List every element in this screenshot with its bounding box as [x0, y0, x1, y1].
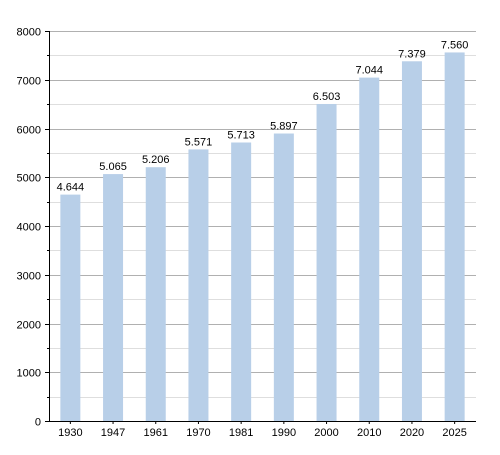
- y-tick-label: 8000: [17, 27, 41, 39]
- x-tick-label: 1981: [229, 427, 253, 439]
- bar: [60, 194, 81, 421]
- x-tick-label: 2000: [314, 427, 338, 439]
- axes: 0 1000 2000 3000 4000 5000 6000 7000 8000 1930 194…: [17, 27, 476, 439]
- bar: [231, 142, 252, 421]
- bar: [316, 103, 337, 421]
- bar-value-label: 4.644: [57, 182, 85, 194]
- x-tick-label: 1990: [272, 427, 296, 439]
- x-tick-label: 2020: [400, 427, 424, 439]
- bar-value-label: 5.713: [227, 129, 255, 141]
- y-tick-label: 2000: [17, 320, 41, 332]
- bar: [273, 133, 294, 422]
- bars: [60, 52, 465, 422]
- bar: [145, 167, 166, 421]
- bar: [444, 52, 465, 421]
- bar-value-label: 7.560: [441, 39, 469, 51]
- bar-value-label: 7.379: [398, 48, 426, 60]
- x-tick-label: 1970: [186, 427, 210, 439]
- y-tick-label: 6000: [17, 125, 41, 137]
- y-tick-label: 4000: [17, 222, 41, 234]
- y-tick-label: 3000: [17, 271, 41, 283]
- x-tick-label: 1930: [58, 427, 82, 439]
- value-labels: 4.644 5.065 5.206 5.571 5.713 5.897 6.503 7.044…: [57, 39, 469, 193]
- bar: [103, 174, 124, 421]
- y-tick-label: 5000: [17, 173, 41, 185]
- bar-value-label: 5.897: [270, 121, 298, 133]
- bar-value-label: 7.044: [355, 65, 383, 77]
- y-tick-label: 7000: [17, 76, 41, 88]
- x-tick-label: 1947: [101, 427, 125, 439]
- bar: [401, 61, 422, 422]
- y-tick-label: 0: [35, 417, 41, 429]
- bar-value-label: 5.571: [185, 136, 213, 148]
- y-tick-label: 1000: [17, 368, 41, 380]
- x-tick-label: 2025: [442, 427, 466, 439]
- bar-value-label: 5.206: [142, 154, 170, 166]
- x-tick-label: 2010: [357, 427, 381, 439]
- bar-value-label: 5.065: [99, 161, 127, 173]
- bar-value-label: 6.503: [313, 91, 341, 103]
- x-tick-label: 1961: [144, 427, 168, 439]
- bar: [188, 149, 209, 421]
- bar: [359, 77, 380, 421]
